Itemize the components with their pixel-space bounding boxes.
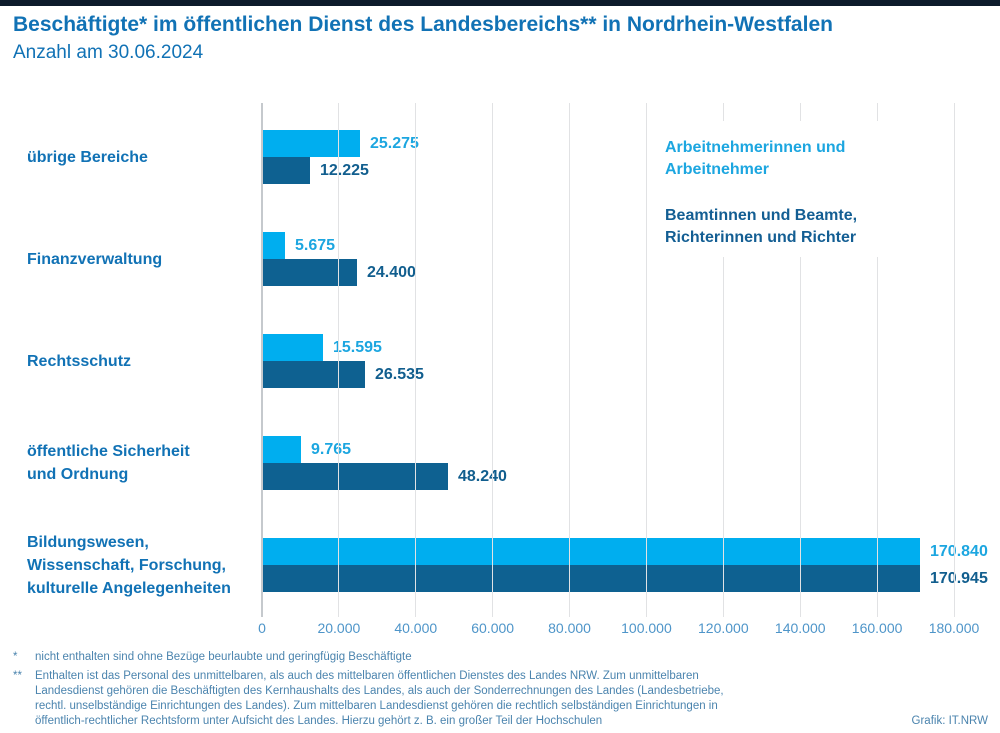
bar-value-label: 25.275 <box>370 134 419 152</box>
bar-arbeitnehmer <box>263 538 920 565</box>
category-label: Rechtsschutz <box>27 352 132 370</box>
chart-legend: Arbeitnehmerinnen und Arbeitnehmer Beamt… <box>650 121 950 257</box>
gridline <box>492 103 494 617</box>
bar-value-label: 48.240 <box>458 467 507 485</box>
x-tick-label: 80.000 <box>548 620 591 636</box>
x-tick-label: 140.000 <box>774 620 826 636</box>
legend-entry-beamte: Beamtinnen und Beamte, Richterinnen und … <box>665 207 858 246</box>
gridline <box>722 103 724 617</box>
bar-arbeitnehmer <box>263 130 360 157</box>
bar-value-label: 9.765 <box>311 440 352 458</box>
legend-entry-arbeitnehmer: Arbeitnehmerinnen und Arbeitnehmer <box>665 139 846 178</box>
gridline <box>415 103 417 617</box>
footnotes: * nicht enthalten sind ohne Bezüge beurl… <box>13 650 913 729</box>
gridline <box>799 103 801 617</box>
x-tick-label: 60.000 <box>471 620 515 636</box>
axis-zero-line <box>261 103 263 617</box>
footnote-2-marker: ** <box>13 670 22 682</box>
category-label: öffentliche Sicherheit und Ordnung <box>27 443 190 483</box>
x-tick-label: 20.000 <box>317 620 361 636</box>
bar-beamte <box>263 463 448 490</box>
bar-value-label: 26.535 <box>375 365 424 383</box>
bar-arbeitnehmer <box>263 334 323 361</box>
bar-value-label: 12.225 <box>320 161 369 179</box>
bar-value-label: 170.945 <box>930 569 988 587</box>
bar-value-label: 15.595 <box>333 338 382 356</box>
bar-beamte <box>263 157 310 184</box>
gridline <box>645 103 647 617</box>
x-tick-label: 100.000 <box>621 620 672 636</box>
footnote-2: ** Enthalten ist das Personal des unmitt… <box>13 669 913 729</box>
gridline <box>953 103 955 617</box>
gridline <box>876 103 878 617</box>
bar-value-label: 24.400 <box>367 263 416 281</box>
category-label: Finanzverwaltung <box>27 250 163 268</box>
footnote-1-text: nicht enthalten sind ohne Bezüge beurlau… <box>35 651 412 663</box>
x-tick-label: 120.000 <box>698 620 749 636</box>
gridline <box>338 103 340 617</box>
footnote-2-text: Enthalten ist das Personal des unmittelb… <box>35 670 724 727</box>
footnote-1-marker: * <box>13 651 18 663</box>
x-tick-label: 160.000 <box>851 620 903 636</box>
bar-value-label: 5.675 <box>295 236 336 254</box>
category-label: Bildungswesen, Wissenschaft, Forschung, … <box>27 533 231 597</box>
bar-beamte <box>263 259 357 286</box>
bar-beamte <box>263 565 920 592</box>
bar-value-label: 170.840 <box>930 542 988 560</box>
category-label: übrige Bereiche <box>27 148 148 166</box>
top-accent-bar <box>0 0 1000 6</box>
x-tick-label: 0 <box>258 620 266 636</box>
bar-arbeitnehmer <box>263 232 285 259</box>
footnote-1: * nicht enthalten sind ohne Bezüge beurl… <box>13 650 913 665</box>
chart-title: Beschäftigte* im öffentlichen Dienst des… <box>13 13 833 36</box>
bar-arbeitnehmer <box>263 436 301 463</box>
bar-beamte <box>263 361 365 388</box>
credit-source: Grafik: IT.NRW <box>911 715 988 727</box>
x-tick-label: 180.000 <box>928 620 980 636</box>
x-tick-label: 40.000 <box>394 620 438 636</box>
chart-subtitle: Anzahl am 30.06.2024 <box>13 42 204 63</box>
gridline <box>569 103 571 617</box>
